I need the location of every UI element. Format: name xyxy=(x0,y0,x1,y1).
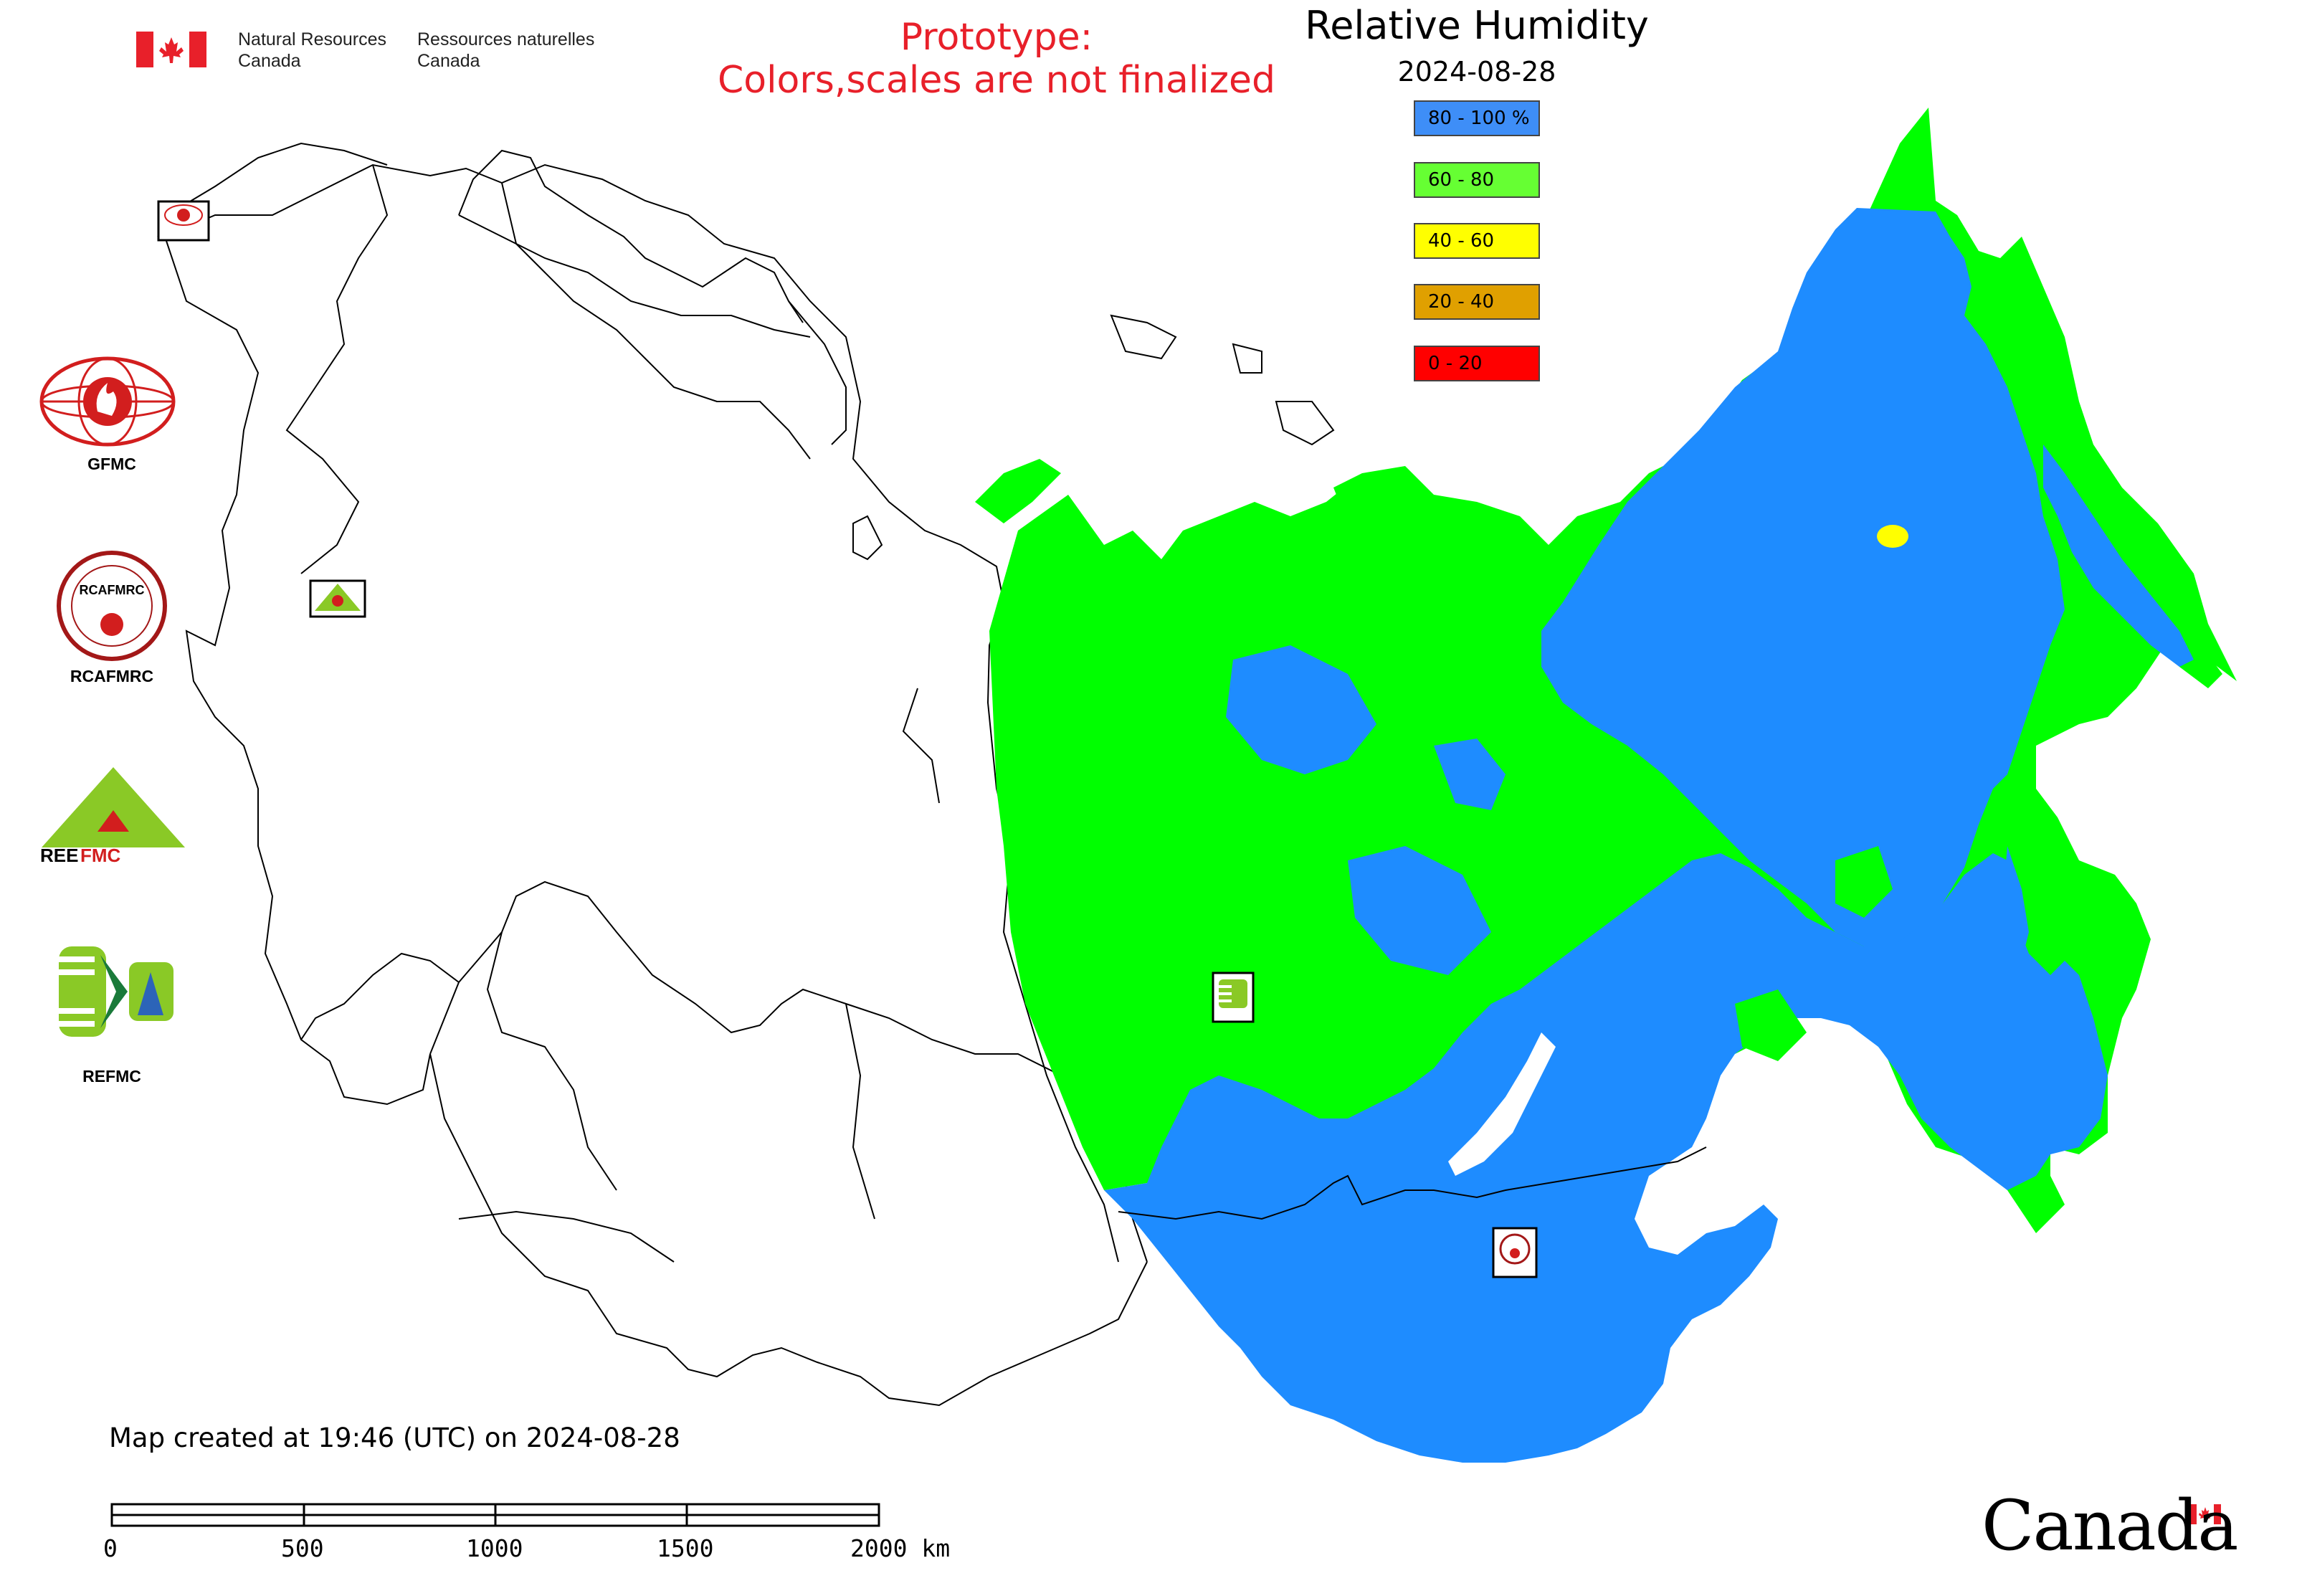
country-boundaries-west xyxy=(164,163,1148,1407)
map-marker-rcafmrc-icon xyxy=(1492,1227,1538,1278)
map-marker-refmc-icon xyxy=(1212,972,1255,1023)
humidity-raster xyxy=(975,108,2237,1463)
prototype-notice: Prototype: Colors,scales are not finaliz… xyxy=(674,16,1319,102)
scandinavia-boundary xyxy=(157,142,847,445)
legend-item-80-100: 80 - 100 % xyxy=(1414,100,1540,136)
legend-item-0-20: 0 - 20 xyxy=(1414,346,1540,381)
legend-item-20-40: 20 - 40 xyxy=(1414,284,1540,320)
map-marker-reefmc-icon xyxy=(309,579,366,618)
org-label-rcafmrc: RCAFMRC xyxy=(70,667,154,685)
legend-item-40-60: 40 - 60 xyxy=(1414,223,1540,259)
canada-flag-icon xyxy=(136,32,206,67)
department-name-fr: Ressources naturelles Canada xyxy=(417,29,595,71)
rcafmrc-logo-icon: RCAFMRC xyxy=(57,551,167,661)
scale-label-1500: 1500 xyxy=(657,1534,714,1562)
org-label-gfmc: GFMC xyxy=(87,455,136,473)
gfmc-logo-icon xyxy=(39,356,176,447)
scale-label-0: 0 xyxy=(103,1534,118,1562)
canada-wordmark-flag-icon xyxy=(2189,1504,2221,1524)
prototype-line-1: Prototype: xyxy=(900,16,1093,59)
refmc-logo-icon xyxy=(59,946,173,1037)
map-date: 2024-08-28 xyxy=(1397,56,1556,87)
department-name-en: Natural Resources Canada xyxy=(238,29,387,71)
scale-label-500: 500 xyxy=(281,1534,324,1562)
org-label-refmc: REFMC xyxy=(82,1067,141,1086)
scale-label-1000: 1000 xyxy=(466,1534,523,1562)
map-marker-gfmc-icon xyxy=(157,200,210,242)
map-created-timestamp: Map created at 19:46 (UTC) on 2024-08-28 xyxy=(109,1422,680,1453)
lake-baikal xyxy=(1448,1032,1556,1176)
humidity-region-80-100-east xyxy=(1541,208,2065,954)
svg-text:FMC: FMC xyxy=(80,845,121,866)
svg-text:RCAFMRC: RCAFMRC xyxy=(80,583,145,597)
canada-wordmark: Canada xyxy=(1982,1486,2238,1566)
humidity-region-80-100-south xyxy=(1104,853,2108,1463)
map-title: Relative Humidity xyxy=(1305,3,1649,48)
scale-label-2000: 2000 km xyxy=(850,1534,951,1562)
southern-border xyxy=(1118,1146,1707,1220)
scale-bar xyxy=(110,1503,880,1527)
humidity-region-40-60 xyxy=(1877,525,1908,548)
prototype-line-2: Colors,scales are not finalized xyxy=(717,59,1276,102)
svg-text:REE: REE xyxy=(40,845,78,866)
legend-item-60-80: 60 - 80 xyxy=(1414,162,1540,198)
northern-islands-outline xyxy=(852,314,1335,561)
reefmc-logo-icon: REE FMC xyxy=(39,767,188,866)
